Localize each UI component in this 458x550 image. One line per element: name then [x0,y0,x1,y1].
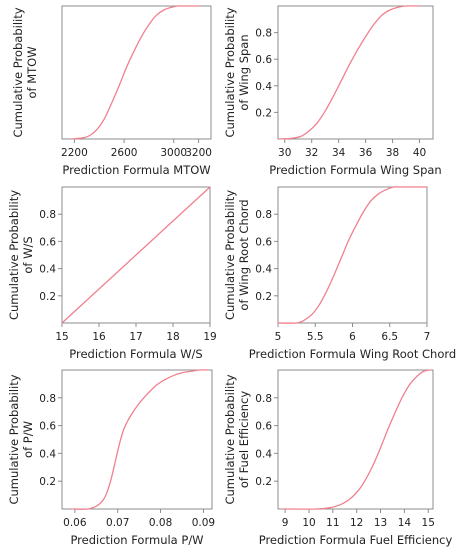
x-tick-label: 16 [92,331,106,343]
cdf-curve [278,5,421,140]
y-tick-label: 0.2 [39,291,56,303]
y-axis-title-line: Cumulative Probability [223,7,237,137]
y-axis-title-line: of Wing Root Chord [237,199,251,310]
x-tick-label: 3000 [160,147,187,159]
y-axis-title-line: Cumulative Probability [223,190,237,320]
x-tick-label: 15 [422,517,435,529]
x-tick-label: 6.5 [381,331,398,343]
x-tick-label: 32 [305,147,318,159]
x-axis-title: Prediction Formula MTOW [62,163,210,177]
x-tick-label: 19 [203,331,216,343]
y-tick-label: 0.4 [255,264,272,276]
x-tick-label: 0.08 [149,517,172,529]
y-tick-label: 0.4 [39,264,56,276]
x-tick-label: 7 [424,331,431,343]
x-axis-title: Prediction Formula Fuel Efficiency [259,533,453,547]
y-tick-label: 0.6 [39,236,56,248]
y-tick-label: 0.8 [255,209,272,221]
y-tick-label: 0.8 [39,393,56,405]
x-tick-label: 17 [129,331,142,343]
y-axis-title-line: Cumulative Probability [11,7,25,137]
x-tick-label: 36 [359,147,373,159]
y-axis-title: Cumulative Probability of W/S [7,190,35,320]
x-tick-label: 0.07 [106,517,129,529]
x-tick-label: 13 [374,517,387,529]
cdf-curve [72,369,209,510]
x-tick-label: 0.06 [63,517,87,529]
y-axis-title: Cumulative Probability of Wing Root Chord [223,190,251,320]
y-axis-title-line: Cumulative Probability [7,190,21,320]
y-axis-title-line: of Fuel Efficiency [237,391,251,489]
plot-frame [277,186,428,324]
plot-frame [277,5,434,140]
x-tick-label: 34 [332,147,346,159]
cdf-curve [282,369,432,510]
y-tick-label: 0.2 [255,107,272,119]
cdf-curve [61,186,211,324]
x-tick-label: 40 [413,147,426,159]
x-axis-title: Prediction Formula Wing Span [269,163,441,177]
y-tick-label: 0.6 [255,54,272,66]
x-tick-label: 30 [278,147,291,159]
cdf-curve [71,5,200,140]
chart-panel-6: 9 10 11 12 13 14 15 0.2 0.4 0.6 0.8 Prediction Form… [223,369,453,547]
y-tick-label: 0.2 [255,476,272,488]
y-tick-label: 0.2 [39,476,56,488]
y-axis-title-line: of P/W [21,421,35,458]
x-axis-title: Prediction Formula P/W [70,533,203,547]
chart-panel-3: 15 16 17 18 19 0.2 0.4 0.6 0.8 Prediction Formula… [7,186,217,361]
y-tick-label: 0.2 [255,291,272,303]
y-tick-label: 0.4 [39,448,56,460]
y-tick-label: 0.8 [39,209,56,221]
x-tick-label: 38 [386,147,399,159]
y-axis-title-line: of Wing Span [237,34,251,110]
plot-frame [61,369,213,510]
x-tick-label: 14 [398,517,412,529]
y-tick-label: 0.4 [255,448,272,460]
y-tick-label: 0.6 [255,421,272,433]
y-tick-label: 0.6 [255,236,272,248]
y-axis-title: Cumulative Probability of P/W [7,374,35,504]
y-tick-label: 0.8 [255,393,272,405]
y-axis-title-line: Cumulative Probability [223,374,237,504]
x-tick-label: 10 [302,517,315,529]
cdf-curve [277,186,428,324]
y-axis-title: Cumulative Probability of Fuel Efficiency [223,374,251,504]
plot-frame [277,369,434,510]
chart-panel-4: 5 5.5 6 6.5 7 0.2 0.4 0.6 0.8 Prediction Formula … [223,186,456,361]
y-axis-title-line: Cumulative Probability [7,374,21,504]
y-axis-title-line: of MTOW [25,46,39,98]
x-tick-label: 2200 [61,147,88,159]
y-axis-title: Cumulative Probability of MTOW [11,7,39,137]
y-axis-title-line: of W/S [21,236,35,273]
y-tick-label: 0.6 [39,421,56,433]
y-axis-title: Cumulative Probability of Wing Span [223,7,251,137]
x-tick-label: 12 [350,517,363,529]
x-tick-label: 9 [282,517,289,529]
chart-panel-2: 30 32 34 36 38 40 0.2 0.4 0.6 0.8 Prediction Formu… [223,5,442,177]
x-tick-label: 11 [326,517,339,529]
x-tick-label: 18 [166,331,179,343]
x-axis-title: Prediction Formula W/S [69,347,203,361]
x-tick-label: 3200 [185,147,212,159]
chart-panel-5: 0.06 0.07 0.08 0.09 0.2 0.4 0.6 0.8 Prediction F… [7,369,215,547]
x-tick-label: 6 [349,331,356,343]
x-tick-label: 2600 [111,147,138,159]
x-tick-label: 0.09 [192,517,215,529]
x-tick-label: 15 [55,331,68,343]
plot-frame [61,5,212,140]
y-tick-label: 0.8 [255,28,272,40]
x-tick-label: 5.5 [307,331,324,343]
x-axis-title: Prediction Formula Wing Root Chord [249,347,456,361]
y-tick-label: 0.4 [255,81,272,93]
x-tick-label: 5 [275,331,282,343]
